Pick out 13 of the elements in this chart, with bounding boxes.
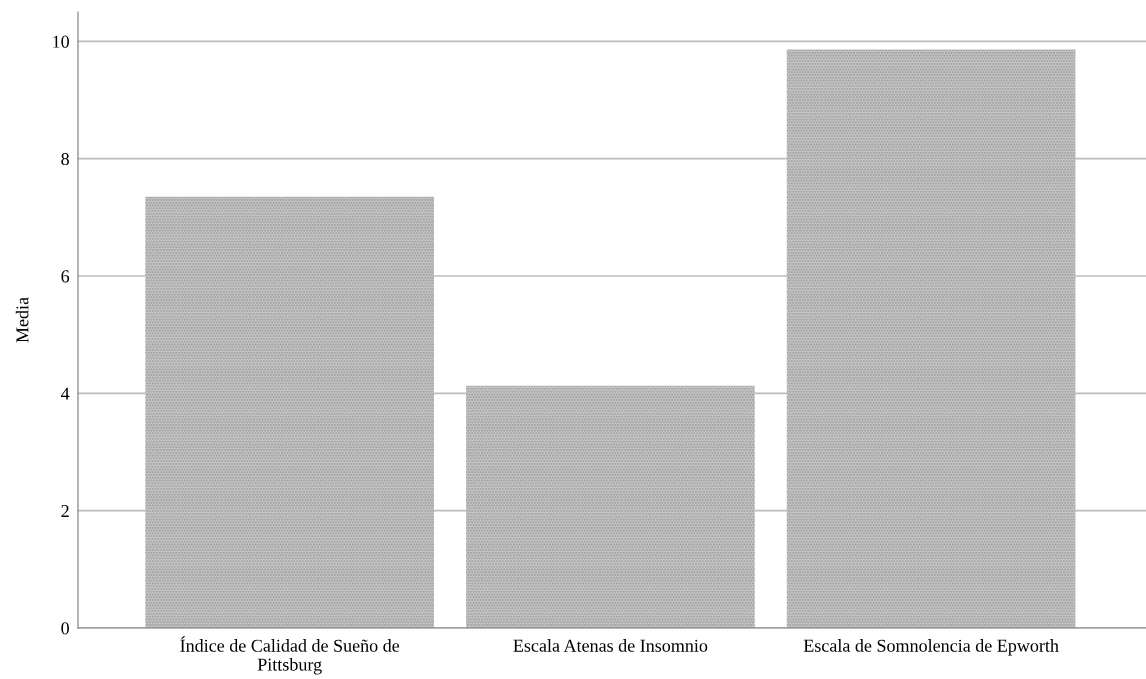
y-tick-label: 6	[61, 270, 70, 283]
bar	[466, 385, 755, 628]
y-axis-title: Media	[15, 297, 29, 343]
y-tick-label: 10	[53, 35, 69, 48]
x-tick-label: Escala de Somnolencia de Epworth	[803, 639, 1059, 656]
y-tick-label: 2	[61, 504, 69, 517]
x-tick-label: Escala Atenas de Insomnio	[513, 639, 708, 652]
x-tick-label: Índice de Calidad de Sueño de Pittsburg	[180, 636, 400, 675]
y-tick-label: 4	[60, 387, 70, 400]
y-tick-label: 8	[61, 152, 69, 166]
bar	[145, 196, 434, 628]
bar	[786, 49, 1076, 628]
y-tick-label: 0	[61, 622, 69, 635]
